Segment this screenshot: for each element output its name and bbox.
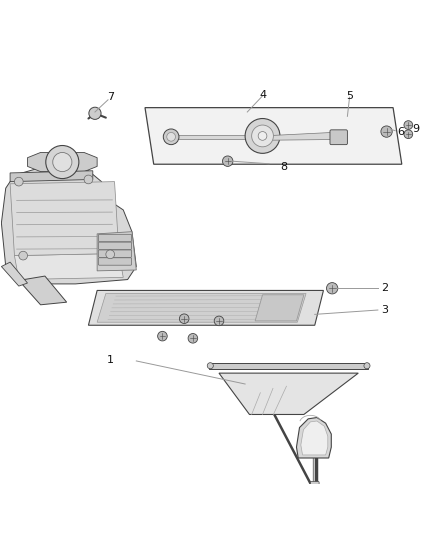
Polygon shape [145, 108, 402, 164]
Polygon shape [262, 133, 343, 140]
Polygon shape [19, 276, 67, 305]
FancyBboxPatch shape [99, 235, 131, 241]
Text: 2: 2 [381, 283, 388, 293]
Circle shape [214, 316, 224, 326]
Polygon shape [301, 421, 328, 455]
Polygon shape [28, 152, 97, 172]
FancyBboxPatch shape [330, 130, 347, 144]
Circle shape [252, 125, 273, 147]
Polygon shape [10, 182, 119, 256]
Circle shape [53, 152, 72, 172]
Polygon shape [14, 254, 123, 279]
FancyBboxPatch shape [311, 481, 319, 489]
Polygon shape [297, 417, 331, 458]
Text: 4: 4 [259, 90, 266, 100]
Circle shape [163, 129, 179, 144]
Circle shape [404, 130, 413, 139]
Text: 6: 6 [397, 126, 404, 136]
Circle shape [404, 120, 413, 130]
Circle shape [245, 118, 280, 154]
Polygon shape [97, 232, 136, 271]
Text: 7: 7 [106, 92, 114, 102]
Circle shape [223, 156, 233, 166]
Polygon shape [88, 290, 323, 325]
Polygon shape [1, 262, 28, 286]
Circle shape [89, 107, 101, 119]
Polygon shape [171, 135, 250, 139]
Circle shape [19, 251, 28, 260]
FancyBboxPatch shape [99, 242, 131, 249]
Circle shape [180, 314, 189, 324]
Circle shape [364, 362, 370, 369]
FancyBboxPatch shape [99, 250, 131, 257]
Circle shape [381, 126, 392, 137]
Polygon shape [1, 166, 136, 284]
Polygon shape [209, 363, 368, 369]
Polygon shape [255, 295, 304, 321]
Text: 8: 8 [281, 162, 288, 172]
Polygon shape [10, 171, 93, 182]
Text: 9: 9 [413, 124, 420, 134]
Text: 1: 1 [107, 355, 114, 365]
Circle shape [46, 146, 79, 179]
Circle shape [106, 250, 115, 259]
Text: 3: 3 [381, 305, 388, 315]
Circle shape [84, 175, 93, 184]
Circle shape [207, 362, 213, 369]
Circle shape [326, 282, 338, 294]
Circle shape [167, 133, 176, 141]
Text: 5: 5 [346, 91, 353, 101]
Circle shape [14, 177, 23, 186]
Circle shape [258, 132, 267, 140]
Circle shape [188, 334, 198, 343]
Polygon shape [97, 294, 306, 322]
Polygon shape [219, 373, 358, 415]
Circle shape [158, 332, 167, 341]
FancyBboxPatch shape [99, 258, 131, 265]
